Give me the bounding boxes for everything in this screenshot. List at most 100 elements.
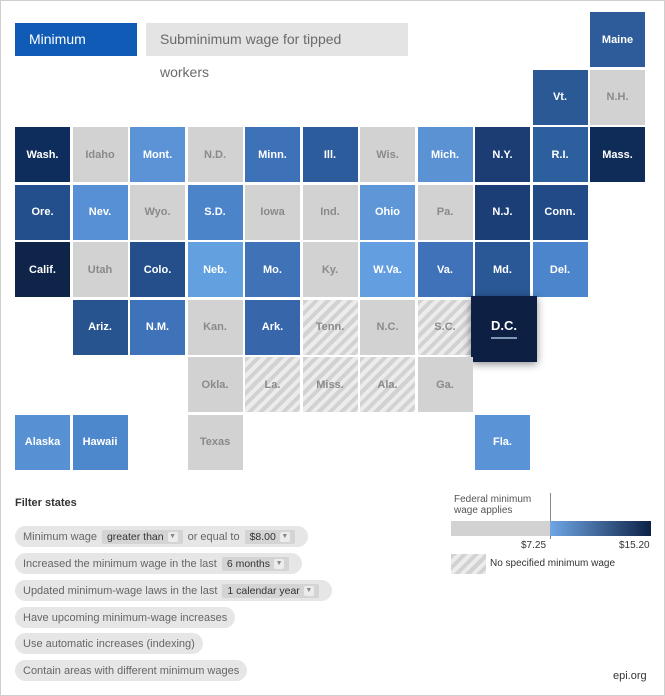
comparison-select[interactable]: greater than ▼ <box>101 529 183 544</box>
state-mont[interactable]: Mont. <box>130 127 185 182</box>
state-texas[interactable]: Texas <box>187 414 243 470</box>
period-select[interactable]: 1 calendar year ▼ <box>222 583 319 598</box>
filter-title: Filter states <box>15 497 77 509</box>
state-idaho[interactable]: Idaho <box>72 127 128 182</box>
state-iowa[interactable]: Iowa <box>245 184 300 240</box>
state-pa[interactable]: Pa. <box>417 184 473 240</box>
state-md[interactable]: Md. <box>475 242 530 297</box>
select-value: $8.00 <box>249 530 276 543</box>
state-conn[interactable]: Conn. <box>532 184 588 240</box>
state-nd[interactable]: N.D. <box>187 127 243 182</box>
state-nev[interactable]: Nev. <box>72 184 128 240</box>
state-label: Fla. <box>493 436 512 448</box>
state-okla[interactable]: Okla. <box>187 357 243 412</box>
state-nc[interactable]: N.C. <box>360 299 415 355</box>
state-fla[interactable]: Fla. <box>475 414 530 470</box>
tab-minimum-wage[interactable]: Minimum wage <box>15 23 137 80</box>
state-label: Utah <box>87 263 113 276</box>
state-neb[interactable]: Neb. <box>187 242 243 297</box>
legend-min-label: $7.25 <box>521 540 547 551</box>
filter-updated-laws[interactable]: Updated minimum-wage laws in the last 1 … <box>15 580 332 601</box>
state-label: N.M. <box>145 321 170 333</box>
state-label: Alaska <box>24 436 61 448</box>
state-del[interactable]: Del. <box>532 242 588 297</box>
state-sd[interactable]: S.D. <box>187 184 243 240</box>
state-label: Minn. <box>258 148 287 161</box>
source-label: epi.org <box>613 670 647 682</box>
state-ga[interactable]: Ga. <box>417 357 473 412</box>
state-ky[interactable]: Ky. <box>302 242 358 297</box>
state-maine[interactable]: Maine <box>590 12 645 67</box>
caret-down-icon: ▼ <box>167 531 178 542</box>
state-label: Va. <box>437 263 453 276</box>
filter-increased[interactable]: Increased the minimum wage in the last 6… <box>15 553 303 574</box>
state-hawaii[interactable]: Hawaii <box>72 414 128 470</box>
state-sc[interactable]: S.C. <box>417 299 473 355</box>
state-dc[interactable]: D.C. <box>471 295 537 362</box>
filter-indexing[interactable]: Use automatic increases (indexing) <box>15 633 203 654</box>
state-label: Hawaii <box>82 436 118 448</box>
state-label: Neb. <box>203 263 227 276</box>
select-value: 6 months <box>226 557 271 570</box>
state-label: Tenn. <box>315 321 345 333</box>
state-wash[interactable]: Wash. <box>15 127 70 182</box>
state-label: Wash. <box>26 148 59 161</box>
filter-upcoming-increases[interactable]: Have upcoming minimum-wage increases <box>15 607 236 628</box>
state-ri[interactable]: R.I. <box>532 127 588 182</box>
state-wis[interactable]: Wis. <box>360 127 415 182</box>
state-ohio[interactable]: Ohio <box>360 184 415 240</box>
state-label: Wyo. <box>144 206 171 218</box>
state-tenn[interactable]: Tenn. <box>302 299 358 355</box>
state-colo[interactable]: Colo. <box>130 242 185 297</box>
filter-label: Minimum wage <box>23 530 97 543</box>
state-minn[interactable]: Minn. <box>245 127 300 182</box>
state-label: La. <box>264 378 281 391</box>
state-label: Mont. <box>142 148 173 161</box>
amount-select[interactable]: $8.00 ▼ <box>244 529 295 544</box>
state-va[interactable]: Va. <box>417 242 473 297</box>
period-select[interactable]: 6 months ▼ <box>221 556 290 571</box>
filter-areas-different[interactable]: Contain areas with different minimum wag… <box>15 660 248 681</box>
state-nh[interactable]: N.H. <box>590 69 645 125</box>
state-label: Calif. <box>29 263 56 276</box>
state-label: N.J. <box>492 206 513 218</box>
state-nm[interactable]: N.M. <box>130 299 185 355</box>
state-label: Ala. <box>377 378 398 391</box>
state-label: Miss. <box>316 378 344 391</box>
state-wyo[interactable]: Wyo. <box>130 184 185 240</box>
state-ore[interactable]: Ore. <box>15 184 70 240</box>
state-mo[interactable]: Mo. <box>245 242 300 297</box>
state-wva[interactable]: W.Va. <box>360 242 415 297</box>
state-label: Mich. <box>430 148 460 161</box>
state-label: R.I. <box>551 148 569 161</box>
state-ala[interactable]: Ala. <box>360 357 415 412</box>
state-label: S.D. <box>204 206 226 218</box>
state-nj[interactable]: N.J. <box>475 184 530 240</box>
filter-label: Increased the minimum wage in the last <box>23 557 217 570</box>
state-alaska[interactable]: Alaska <box>15 414 70 470</box>
caret-down-icon: ▼ <box>303 585 314 596</box>
state-label: Okla. <box>201 378 229 391</box>
state-mich[interactable]: Mich. <box>417 127 473 182</box>
state-calif[interactable]: Calif. <box>15 242 70 297</box>
state-ariz[interactable]: Ariz. <box>72 299 128 355</box>
legend-divider <box>550 493 551 539</box>
legend-no-min-label: No specified minimum wage <box>490 558 616 569</box>
legend-gradient-bar <box>550 521 651 536</box>
state-la[interactable]: La. <box>245 357 300 412</box>
state-kan[interactable]: Kan. <box>187 299 243 355</box>
state-mass[interactable]: Mass. <box>590 127 645 182</box>
state-utah[interactable]: Utah <box>72 242 128 297</box>
state-label: Wis. <box>376 148 399 161</box>
state-miss[interactable]: Miss. <box>302 357 358 412</box>
tab-subminimum-wage[interactable]: Subminimum wage for tipped workers <box>146 23 408 80</box>
state-ind[interactable]: Ind. <box>302 184 358 240</box>
filter-minimum-wage[interactable]: Minimum wage greater than ▼ or equal to $… <box>15 526 308 547</box>
state-label: Idaho <box>85 148 115 161</box>
state-ny[interactable]: N.Y. <box>475 127 530 182</box>
state-label: Md. <box>493 263 512 276</box>
state-ill[interactable]: Ill. <box>302 127 358 182</box>
legend-federal-label: Federal minimum wage applies <box>454 494 532 516</box>
state-vt[interactable]: Vt. <box>532 69 588 125</box>
state-ark[interactable]: Ark. <box>245 299 300 355</box>
